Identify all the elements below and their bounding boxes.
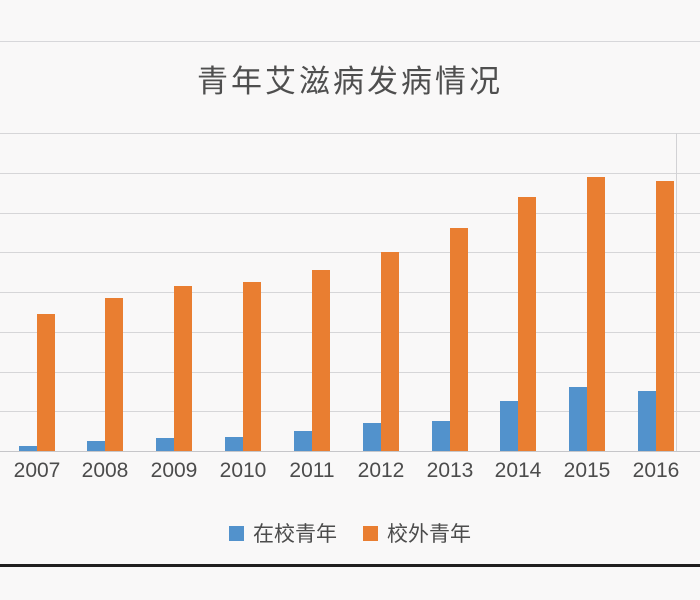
bar-在校青年-2011 — [294, 431, 312, 451]
bar-校外青年-2016 — [656, 181, 674, 451]
bar-在校青年-2013 — [432, 421, 450, 451]
bottom-border-rule — [0, 564, 700, 567]
bar-在校青年-2008 — [87, 441, 105, 451]
bar-校外青年-2013 — [450, 228, 468, 451]
top-border-rule — [0, 41, 700, 42]
bar-校外青年-2015 — [587, 177, 605, 451]
x-axis-label-2009: 2009 — [150, 459, 198, 482]
legend-item-out-of-school: 校外青年 — [363, 518, 471, 548]
gridline — [0, 212, 700, 214]
gridline — [0, 133, 700, 134]
legend-swatch-blue — [229, 525, 244, 541]
x-axis-label-2010: 2010 — [219, 459, 267, 482]
bar-在校青年-2014 — [500, 401, 518, 451]
x-axis-label-2016: 2016 — [632, 459, 680, 482]
legend-item-in-school: 在校青年 — [229, 518, 337, 548]
chart-title: 青年艾滋病发病情况 — [197, 64, 503, 99]
chart-legend: 在校青年 校外青年 — [0, 518, 700, 548]
bar-校外青年-2008 — [105, 298, 123, 451]
bar-在校青年-2009 — [156, 438, 174, 451]
gridline — [0, 371, 700, 373]
x-axis-label-2012: 2012 — [357, 459, 405, 482]
bar-在校青年-2016 — [638, 391, 656, 451]
x-axis-label-2015: 2015 — [563, 459, 611, 482]
bar-校外青年-2010 — [243, 282, 261, 451]
bar-在校青年-2012 — [363, 423, 381, 451]
bar-校外青年-2012 — [381, 252, 399, 451]
gridline — [0, 411, 700, 413]
x-axis-line — [0, 451, 700, 452]
bar-在校青年-2010 — [225, 437, 243, 451]
bar-校外青年-2009 — [174, 286, 192, 451]
x-axis-label-2014: 2014 — [494, 459, 542, 482]
x-axis-label-2008: 2008 — [81, 459, 129, 482]
gridline — [0, 331, 700, 333]
gridline — [0, 252, 700, 254]
legend-label-out-of-school: 校外青年 — [387, 523, 471, 546]
gridline — [0, 292, 700, 293]
gridline — [0, 172, 700, 174]
plot-right-border — [676, 133, 677, 451]
x-axis-label-2007: 2007 — [13, 459, 61, 482]
bar-校外青年-2011 — [312, 270, 330, 451]
x-axis-label-2013: 2013 — [426, 459, 474, 482]
bar-校外青年-2007 — [37, 314, 55, 451]
bar-在校青年-2007 — [19, 446, 37, 451]
bar-校外青年-2014 — [518, 197, 536, 451]
x-axis-label-2011: 2011 — [289, 459, 335, 482]
legend-label-in-school: 在校青年 — [253, 523, 337, 546]
bar-在校青年-2015 — [569, 387, 587, 451]
legend-swatch-orange — [363, 525, 378, 541]
